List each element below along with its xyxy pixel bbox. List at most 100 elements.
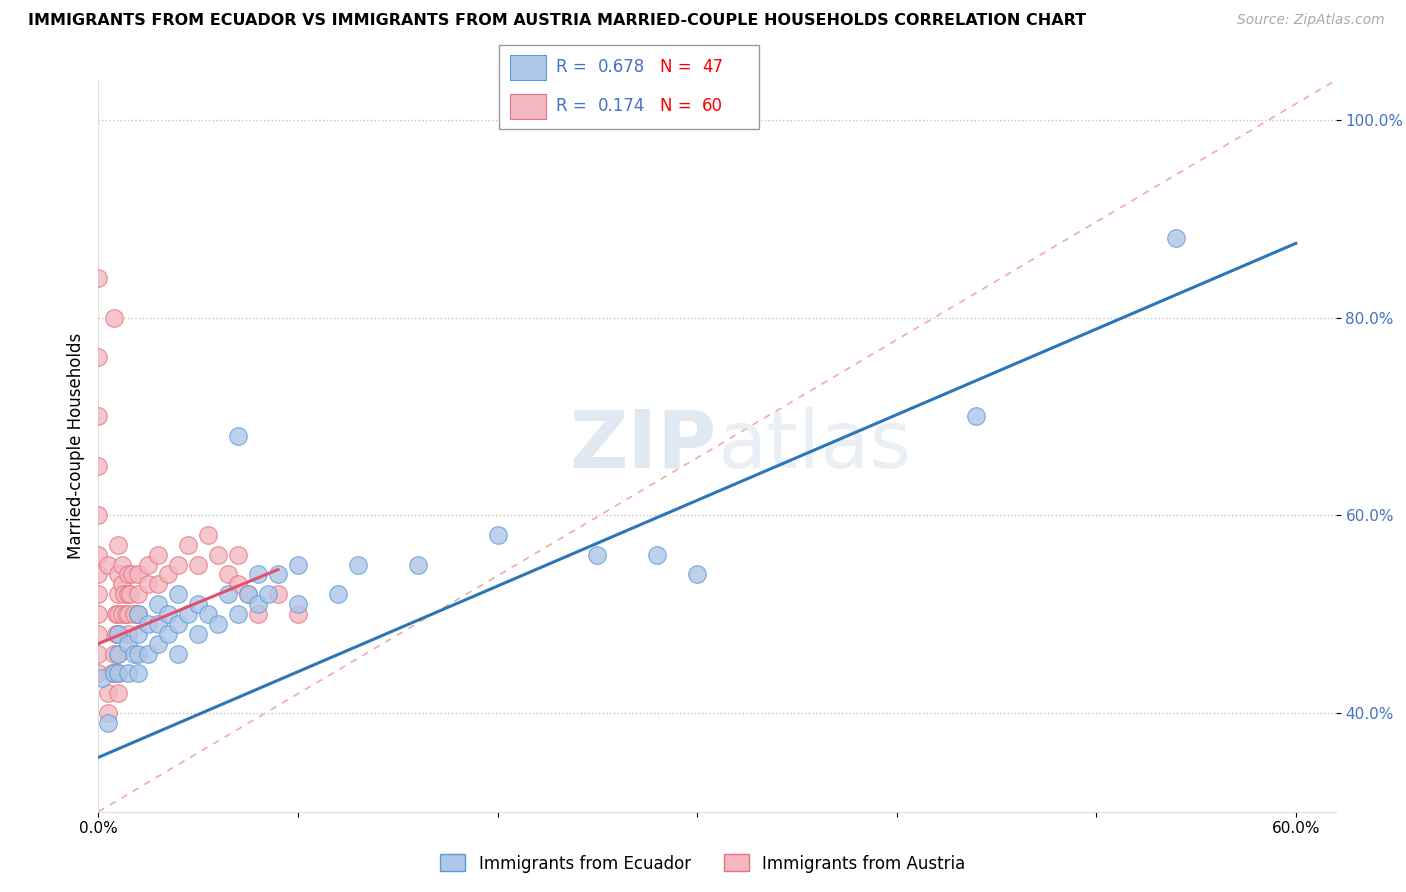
Point [167, 616, 190, 631]
Point [267, 587, 290, 601]
Point [586, 548, 609, 562]
Point [107, 607, 129, 621]
Point [197, 528, 219, 542]
Point [87, 548, 110, 562]
Point [226, 548, 249, 562]
Point [287, 607, 309, 621]
Point [247, 607, 270, 621]
Point [197, 607, 219, 621]
Point [117, 666, 139, 681]
Point [107, 647, 129, 661]
Point [247, 597, 270, 611]
Text: 0.174: 0.174 [598, 97, 645, 115]
Point [105, 607, 128, 621]
Point [107, 567, 129, 582]
Text: R =: R = [557, 97, 592, 115]
Text: 60: 60 [702, 97, 723, 115]
Point [217, 587, 239, 601]
Point [91, 671, 114, 685]
Point [103, 310, 125, 325]
Text: Source: ZipAtlas.com: Source: ZipAtlas.com [1237, 13, 1385, 28]
Point [226, 607, 249, 621]
Point [148, 637, 170, 651]
Point [87, 647, 110, 661]
Text: 47: 47 [702, 59, 723, 77]
Legend: Immigrants from Ecuador, Immigrants from Austria: Immigrants from Ecuador, Immigrants from… [433, 847, 973, 880]
Point [111, 607, 134, 621]
Point [107, 666, 129, 681]
Point [177, 538, 200, 552]
Point [157, 567, 180, 582]
Point [124, 647, 146, 661]
Point [257, 587, 280, 601]
Point [117, 637, 139, 651]
Point [136, 558, 159, 572]
Point [111, 577, 134, 591]
Point [406, 558, 429, 572]
Point [127, 567, 149, 582]
Point [127, 666, 149, 681]
Point [87, 607, 110, 621]
Point [87, 666, 110, 681]
Point [226, 429, 249, 443]
Text: IMMIGRANTS FROM ECUADOR VS IMMIGRANTS FROM AUSTRIA MARRIED-COUPLE HOUSEHOLDS COR: IMMIGRANTS FROM ECUADOR VS IMMIGRANTS FR… [28, 13, 1087, 29]
Point [97, 706, 120, 720]
Point [686, 567, 709, 582]
Point [97, 686, 120, 700]
Point [107, 647, 129, 661]
Point [226, 577, 249, 591]
Point [127, 607, 149, 621]
Point [117, 627, 139, 641]
Text: N =: N = [661, 97, 697, 115]
Point [101, 666, 124, 681]
Point [157, 627, 180, 641]
Point [148, 577, 170, 591]
Point [287, 597, 309, 611]
Point [136, 616, 159, 631]
Point [157, 607, 180, 621]
Point [87, 627, 110, 641]
Point [127, 587, 149, 601]
Point [287, 558, 309, 572]
Point [267, 567, 290, 582]
Point [124, 607, 146, 621]
Point [107, 538, 129, 552]
Point [326, 587, 349, 601]
Point [236, 587, 259, 601]
FancyBboxPatch shape [509, 94, 546, 120]
Point [187, 558, 209, 572]
Point [117, 567, 139, 582]
Point [236, 587, 259, 601]
Point [148, 548, 170, 562]
Point [117, 587, 139, 601]
Point [136, 577, 159, 591]
Point [217, 567, 239, 582]
Point [167, 558, 190, 572]
Point [148, 597, 170, 611]
Point [645, 548, 668, 562]
Point [103, 666, 125, 681]
Point [117, 607, 139, 621]
Point [187, 597, 209, 611]
Point [97, 715, 120, 730]
Point [107, 627, 129, 641]
Point [207, 616, 229, 631]
Point [486, 528, 509, 542]
FancyBboxPatch shape [509, 54, 546, 80]
Point [127, 607, 149, 621]
Text: atlas: atlas [717, 407, 911, 485]
Point [111, 558, 134, 572]
Point [87, 567, 110, 582]
Point [247, 567, 270, 582]
Point [136, 647, 159, 661]
Point [347, 558, 370, 572]
Y-axis label: Married-couple Households: Married-couple Households [66, 333, 84, 559]
Point [127, 647, 149, 661]
Point [103, 647, 125, 661]
FancyBboxPatch shape [499, 45, 759, 129]
Point [966, 409, 988, 424]
Point [97, 558, 120, 572]
Point [87, 508, 110, 523]
Point [121, 567, 143, 582]
Point [167, 647, 190, 661]
